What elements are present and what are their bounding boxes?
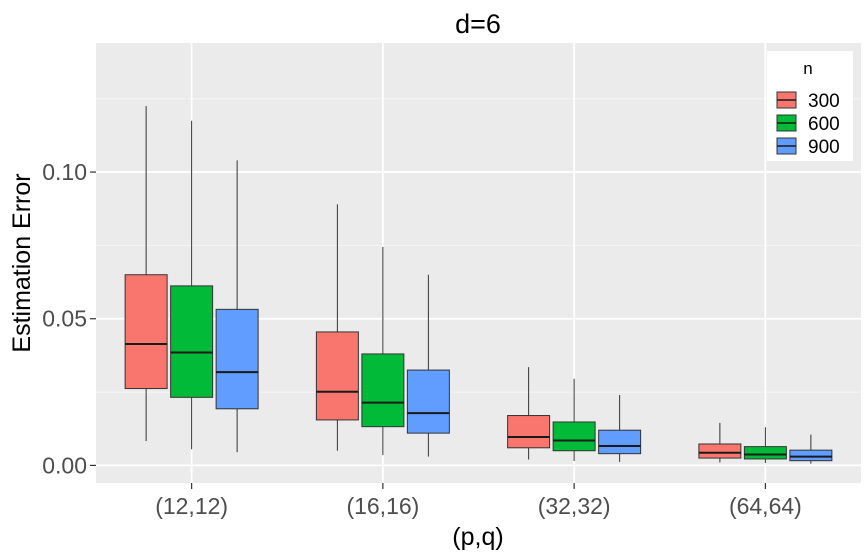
x-axis-label: (p,q) <box>452 523 503 551</box>
plot-panel <box>96 43 861 483</box>
x-tick-label: (64,64) <box>729 493 802 519</box>
x-tick-label: (32,32) <box>538 493 611 519</box>
box-body <box>789 449 833 462</box>
box-body <box>406 369 450 434</box>
box-layer <box>124 106 833 464</box>
box-900-1 <box>406 274 450 457</box>
box-600-3 <box>743 427 787 464</box>
box-body <box>315 331 359 421</box>
legend-label: 600 <box>808 114 840 135</box>
box-900-2 <box>598 395 642 462</box>
y-tick-label: 0.05 <box>42 306 87 332</box>
box-300-0 <box>124 106 168 442</box>
box-body <box>124 274 168 390</box>
box-body <box>215 308 259 410</box>
legend-label: 300 <box>808 91 840 112</box>
box-300-1 <box>315 204 359 451</box>
legend-item-300: 300 <box>776 91 840 112</box>
box-300-2 <box>507 367 551 460</box>
y-axis-label: Estimation Error <box>8 173 36 352</box>
legend-title: n <box>803 59 812 78</box>
chart-title: d=6 <box>455 9 501 39</box>
box-300-3 <box>698 422 742 463</box>
box-600-0 <box>170 120 214 450</box>
y-tick-label: 0.10 <box>42 159 87 185</box>
box-body <box>698 443 742 459</box>
box-900-3 <box>789 434 833 464</box>
box-body <box>552 421 596 452</box>
box-900-0 <box>215 160 259 453</box>
axis-layer: 0.00 0.05 0.10 (12,12) (16,16) (32,32) (64,64) <box>42 159 802 519</box>
box-600-2 <box>552 378 596 461</box>
legend-label: 900 <box>808 137 840 158</box>
box-600-1 <box>361 246 405 456</box>
x-tick-label: (16,16) <box>346 493 419 519</box>
x-tick-label: (12,12) <box>155 493 228 519</box>
box-body <box>743 446 787 460</box>
box-body <box>170 285 214 398</box>
legend-item-900: 900 <box>776 137 840 158</box>
y-tick-label: 0.00 <box>42 452 87 478</box>
box-body <box>507 415 551 449</box>
box-body <box>598 429 642 455</box>
box-body <box>361 353 405 428</box>
legend-item-600: 600 <box>776 114 840 135</box>
